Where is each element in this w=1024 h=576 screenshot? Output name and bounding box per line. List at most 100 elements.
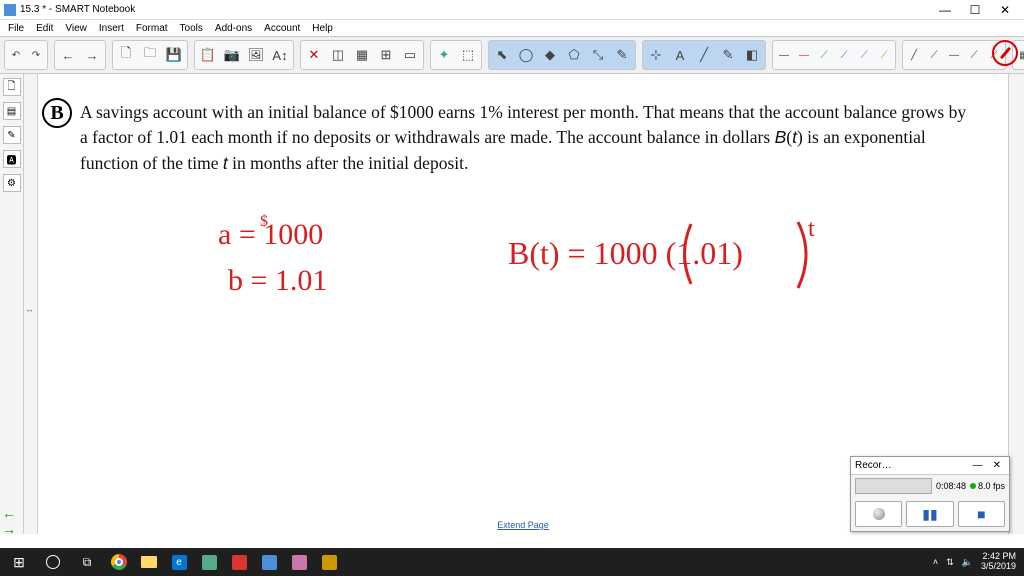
menu-help[interactable]: Help bbox=[306, 23, 339, 34]
m1[interactable]: ╱ bbox=[905, 46, 923, 64]
system-tray[interactable]: ˄ ⇅ 🔈 2:42 PM 3/5/2019 bbox=[933, 552, 1022, 572]
magic-button[interactable]: ✦ bbox=[433, 44, 455, 66]
clock[interactable]: 2:42 PM 3/5/2019 bbox=[981, 552, 1016, 572]
l6[interactable]: ⟋ bbox=[875, 46, 893, 64]
recorder-menu-dropdown[interactable] bbox=[855, 478, 932, 494]
taskview-button[interactable]: ⧉ bbox=[70, 548, 104, 576]
problem-label: B bbox=[42, 98, 72, 128]
app4-icon[interactable] bbox=[314, 548, 344, 576]
pen-indicator-icon[interactable] bbox=[992, 40, 1018, 66]
menu-addons[interactable]: Add-ons bbox=[209, 23, 258, 34]
explorer-icon[interactable] bbox=[134, 548, 164, 576]
smart-icon[interactable] bbox=[254, 548, 284, 576]
grid-button[interactable]: ⊞ bbox=[375, 44, 397, 66]
menu-format[interactable]: Format bbox=[130, 23, 174, 34]
save-button[interactable]: 💾 bbox=[163, 44, 185, 66]
hw-dollar: $ bbox=[260, 213, 268, 230]
open-button[interactable]: 🗀 bbox=[139, 44, 161, 66]
pause-button[interactable]: ▮▮ bbox=[906, 501, 953, 527]
prev-page-button[interactable]: ← bbox=[2, 506, 16, 520]
next-page-button[interactable]: → bbox=[2, 522, 16, 536]
recorder-titlebar[interactable]: Recor… — ✕ bbox=[851, 457, 1009, 475]
menu-account[interactable]: Account bbox=[258, 23, 306, 34]
app-icon bbox=[4, 4, 16, 16]
side-page-icon[interactable]: 🗋 bbox=[3, 78, 21, 96]
close-button[interactable]: ✕ bbox=[990, 3, 1020, 17]
menu-bar: File Edit View Insert Format Tools Add-o… bbox=[0, 20, 1024, 36]
redo-button[interactable]: ↷ bbox=[27, 46, 45, 64]
text-button[interactable]: A↕ bbox=[269, 44, 291, 66]
menu-edit[interactable]: Edit bbox=[30, 23, 59, 34]
app1-icon[interactable] bbox=[194, 548, 224, 576]
annot-group: ⊹ A ╱ ✎ ◧ bbox=[642, 40, 766, 70]
select-button[interactable]: ⬚ bbox=[457, 44, 479, 66]
l3[interactable]: ⟋ bbox=[815, 46, 833, 64]
pen-button[interactable]: ✎ bbox=[717, 44, 739, 66]
side-attach-icon[interactable]: ✎ bbox=[3, 126, 21, 144]
m2[interactable]: ⟋ bbox=[925, 46, 943, 64]
side-addons-icon[interactable]: ⚙ bbox=[3, 174, 21, 192]
cortana-button[interactable] bbox=[36, 548, 70, 576]
back-button[interactable]: ← bbox=[57, 44, 79, 66]
minimize-button[interactable]: — bbox=[930, 3, 960, 17]
chrome-icon[interactable] bbox=[104, 548, 134, 576]
tray-up-icon[interactable]: ˄ bbox=[933, 557, 938, 567]
stop-button[interactable]: ■ bbox=[958, 501, 1005, 527]
right-scroll[interactable] bbox=[1008, 74, 1024, 534]
line-button[interactable]: ╱ bbox=[693, 44, 715, 66]
table-button[interactable]: ▦ bbox=[351, 44, 373, 66]
left-sidebar: 🗋 ▤ ✎ 🅰 ⚙ bbox=[0, 74, 24, 534]
forward-button[interactable]: → bbox=[81, 44, 103, 66]
m3[interactable]: ― bbox=[945, 46, 963, 64]
menu-view[interactable]: View bbox=[59, 23, 93, 34]
split-button[interactable]: ◫ bbox=[327, 44, 349, 66]
recorder-min[interactable]: — bbox=[967, 460, 989, 471]
app3-icon[interactable] bbox=[284, 548, 314, 576]
menu-file[interactable]: File bbox=[2, 23, 30, 34]
nav-group: ← → bbox=[54, 40, 106, 70]
crosshair-button[interactable]: ⊹ bbox=[645, 44, 667, 66]
title-bar: 15.3 * - SMART Notebook — ☐ ✕ bbox=[0, 0, 1024, 20]
recorder-window[interactable]: Recor… — ✕ 0:08:48 8.0 fps ▮▮ ■ bbox=[850, 456, 1010, 532]
l4[interactable]: ⟋ bbox=[835, 46, 853, 64]
circle-button[interactable]: ◯ bbox=[515, 44, 537, 66]
edge-icon[interactable]: e bbox=[164, 548, 194, 576]
paste-button[interactable]: 📋 bbox=[197, 44, 219, 66]
tray-vol-icon[interactable]: 🔈 bbox=[962, 557, 973, 568]
image-button[interactable]: 🖼 bbox=[245, 44, 267, 66]
new-button[interactable]: 🗋 bbox=[115, 44, 137, 66]
pentagon-button[interactable]: ⬠ bbox=[563, 44, 585, 66]
lines2-group: ╱ ⟋ ― ⟋ ⟋ bbox=[902, 40, 1006, 70]
record-button[interactable] bbox=[855, 501, 902, 527]
recorder-time: 0:08:48 bbox=[936, 481, 966, 491]
undo-button[interactable]: ↶ bbox=[7, 46, 25, 64]
l2[interactable]: ― bbox=[795, 46, 813, 64]
side-props-icon[interactable]: 🅰 bbox=[3, 150, 21, 168]
maximize-button[interactable]: ☐ bbox=[960, 3, 990, 17]
tray-net-icon[interactable]: ⇅ bbox=[946, 557, 954, 568]
menu-tools[interactable]: Tools bbox=[174, 23, 209, 34]
texta-button[interactable]: A bbox=[669, 44, 691, 66]
side-gallery-icon[interactable]: ▤ bbox=[3, 102, 21, 120]
splitter[interactable]: ↔ bbox=[24, 74, 38, 534]
m4[interactable]: ⟋ bbox=[965, 46, 983, 64]
window-title: 15.3 * - SMART Notebook bbox=[20, 4, 135, 15]
hw-exp: t bbox=[808, 216, 815, 242]
diamond-button[interactable]: ◆ bbox=[539, 44, 561, 66]
l1[interactable]: ― bbox=[775, 46, 793, 64]
recorder-close[interactable]: ✕ bbox=[989, 460, 1005, 471]
fill-button[interactable]: ◧ bbox=[741, 44, 763, 66]
extend-page-link[interactable]: Extend Page bbox=[497, 520, 549, 530]
arrow-button[interactable]: ⤡ bbox=[587, 44, 609, 66]
delete-button[interactable]: ✕ bbox=[303, 44, 325, 66]
draw-button[interactable]: ✎ bbox=[611, 44, 633, 66]
app2-icon[interactable] bbox=[224, 548, 254, 576]
menu-insert[interactable]: Insert bbox=[93, 23, 130, 34]
lines-group: ― ― ⟋ ⟋ ⟋ ⟋ bbox=[772, 40, 896, 70]
capture-button[interactable]: 📷 bbox=[221, 44, 243, 66]
shape-button[interactable]: ▭ bbox=[399, 44, 421, 66]
file-group: 🗋 🗀 💾 bbox=[112, 40, 188, 70]
start-button[interactable]: ⊞ bbox=[2, 548, 36, 576]
pointer-button[interactable]: ⬉ bbox=[491, 44, 513, 66]
l5[interactable]: ⟋ bbox=[855, 46, 873, 64]
